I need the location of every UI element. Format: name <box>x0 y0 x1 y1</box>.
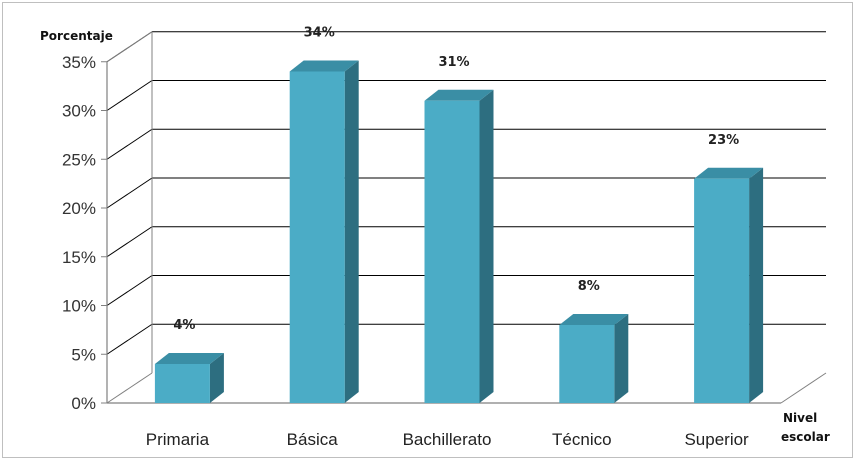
data-label: 23% <box>708 133 739 148</box>
x-tick-label: Superior <box>684 430 749 449</box>
bar <box>559 325 615 403</box>
gridline-diagonal <box>106 128 153 160</box>
x-axis-title-line2: escolar <box>781 430 830 444</box>
y-tick-label: 10% <box>62 297 96 316</box>
data-label: 31% <box>438 55 469 70</box>
bar-side <box>749 167 764 403</box>
bar-side <box>344 60 359 403</box>
bar <box>289 71 345 403</box>
x-axis-title: Nivel escolar <box>781 411 830 444</box>
bar-bachillerato <box>424 89 494 403</box>
floor-left-edge <box>106 372 153 404</box>
data-label: 34% <box>304 26 335 41</box>
bar-técnico <box>559 314 629 403</box>
x-tick-label: Técnico <box>552 430 612 449</box>
data-label: 4% <box>173 318 195 333</box>
y-tick-label: 15% <box>62 248 96 267</box>
bar-side <box>479 89 494 403</box>
x-tick-label: Primaria <box>146 430 210 449</box>
y-tick-label: 20% <box>62 199 96 218</box>
bar <box>694 178 750 403</box>
gridline-diagonal <box>106 226 153 258</box>
bar-top <box>289 60 359 72</box>
bar <box>154 364 210 403</box>
floor-right-edge <box>780 372 827 404</box>
y-tick-label: 0% <box>71 394 96 413</box>
bar-side <box>614 314 629 403</box>
x-tick-label: Bachillerato <box>403 430 492 449</box>
y-axis-top-edge <box>106 31 153 63</box>
y-tick-label: 5% <box>71 345 96 364</box>
gridline-diagonal <box>106 80 153 111</box>
bar-top <box>424 89 494 101</box>
x-tick-label: Básica <box>287 430 339 449</box>
y-tick-label: 35% <box>62 53 96 72</box>
y-tick-label: 30% <box>62 102 96 121</box>
x-axis-title-line1: Nivel <box>783 411 817 425</box>
gridline-diagonal <box>106 275 153 306</box>
bar-top <box>154 353 224 364</box>
y-axis-title: Porcentaje <box>40 29 113 43</box>
bar-top <box>559 314 629 325</box>
bar-primaria <box>154 353 224 403</box>
gridline-diagonal <box>106 177 153 209</box>
bar-side <box>209 353 224 403</box>
gridline-diagonal <box>106 323 153 355</box>
data-label: 8% <box>578 279 600 294</box>
bar-top <box>694 167 764 179</box>
labels: 0% 5% 10% 15% 20% 25% 30% 35% 4% Primaria 34% Básic… <box>62 26 749 450</box>
y-tick-label: 25% <box>62 150 96 169</box>
bar <box>424 100 480 403</box>
bar-básica <box>289 60 359 403</box>
bar-superior <box>694 167 764 403</box>
bars <box>154 60 764 403</box>
